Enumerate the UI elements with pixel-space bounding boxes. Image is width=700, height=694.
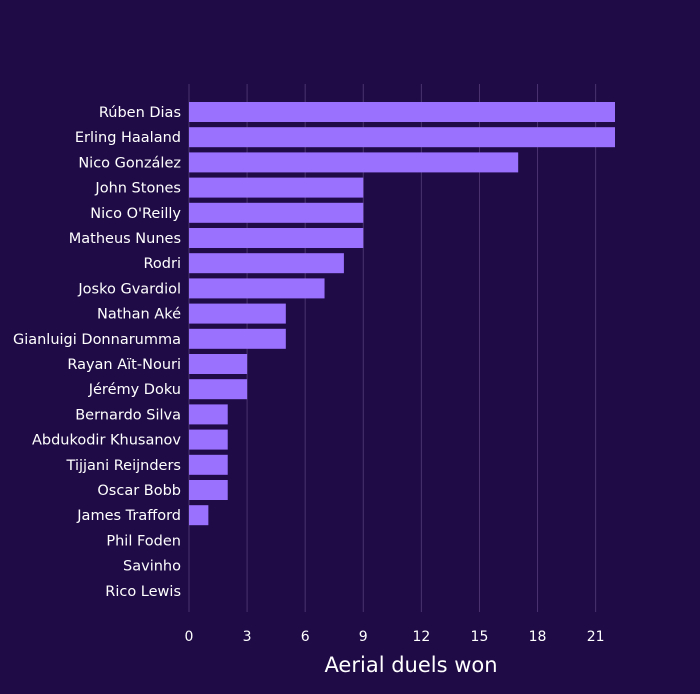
- bar: [189, 202, 364, 223]
- bar: [189, 379, 248, 400]
- category-label: Bernardo Silva: [75, 407, 181, 423]
- category-label: Nico González: [78, 155, 181, 171]
- x-tick-label: 15: [471, 629, 489, 645]
- x-tick-label: 0: [185, 629, 194, 645]
- category-label: Erling Haaland: [75, 130, 181, 146]
- category-label: Savinho: [123, 559, 181, 575]
- bar: [189, 278, 325, 299]
- x-tick-labels: 0 3 6 9 12 15 18 21: [185, 629, 605, 645]
- x-tick-label: 6: [301, 629, 310, 645]
- bar: [189, 228, 364, 248]
- bars: [189, 102, 615, 526]
- category-label: Rúben Dias: [99, 105, 181, 121]
- category-labels: Rúben Dias Erling Haaland Nico González Joh…: [13, 105, 181, 600]
- x-tick-label: 21: [587, 629, 605, 645]
- bar: [189, 152, 519, 173]
- bar: [189, 404, 228, 425]
- bar: [189, 480, 228, 500]
- category-label: Tijjani Reijnders: [66, 458, 181, 474]
- bar: [189, 505, 209, 526]
- x-tick-label: 12: [412, 629, 430, 645]
- category-label: Nico O'Reilly: [90, 206, 181, 222]
- bar: [189, 127, 615, 148]
- category-label: James Trafford: [76, 508, 181, 524]
- category-label: Rodri: [144, 256, 182, 272]
- category-label: Matheus Nunes: [69, 231, 181, 247]
- bar: [189, 102, 615, 122]
- category-label: Rayan Aït-Nouri: [67, 357, 181, 373]
- category-label: Nathan Aké: [97, 307, 181, 323]
- x-tick-label: 3: [243, 629, 252, 645]
- bar: [189, 328, 286, 349]
- bar: [189, 354, 248, 374]
- category-label: Phil Foden: [106, 533, 181, 549]
- category-label: Oscar Bobb: [97, 483, 181, 499]
- category-label: Gianluigi Donnarumma: [13, 332, 181, 348]
- x-tick-label: 18: [529, 629, 547, 645]
- bar: [189, 454, 228, 475]
- category-label: Rico Lewis: [105, 584, 181, 600]
- bar: [189, 253, 344, 274]
- category-label: Josko Gvardiol: [77, 281, 181, 297]
- bar: [189, 429, 228, 450]
- category-label: Abdukodir Khusanov: [32, 433, 181, 449]
- x-tick-label: 9: [359, 629, 368, 645]
- bar: [189, 303, 286, 324]
- bar: [189, 177, 364, 198]
- category-label: Jérémy Doku: [88, 382, 181, 398]
- category-label: John Stones: [94, 181, 181, 197]
- x-axis-label: Aerial duels won: [324, 653, 497, 677]
